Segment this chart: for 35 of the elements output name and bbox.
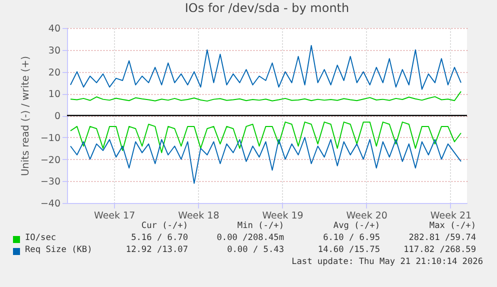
x-tick-label: Week 20 [346, 210, 388, 222]
text: Min (-/+) [237, 221, 284, 231]
line-series [70, 136, 462, 184]
y-tick-label: 10 [48, 89, 60, 100]
y-tick-label: 30 [48, 45, 60, 56]
legend-label: IO/sec [25, 233, 56, 243]
line-series [70, 45, 462, 90]
y-tick-label: −20 [40, 154, 60, 166]
x-tick-label: Week 21 [430, 210, 472, 222]
legend-label: Req Size (KB) [25, 245, 92, 255]
y-tick-label: 0 [54, 111, 60, 122]
text: 0.00 /208.45m [216, 233, 284, 243]
x-tick-label: Week 18 [178, 210, 220, 222]
x-tick-label: Week 19 [262, 210, 304, 222]
y-tick-label: −10 [40, 132, 60, 144]
text: 0.00 / 5.43 [227, 245, 284, 255]
text: 282.81 /59.74 [408, 233, 476, 243]
text: 14.60 /15.75 [318, 245, 380, 255]
text: Avg (-/+) [333, 221, 380, 231]
text: Max (-/+) [429, 221, 476, 231]
text: 5.16 / 6.70 [131, 233, 188, 243]
text: 117.82 /268.59 [404, 245, 476, 255]
y-tick-label: −40 [40, 198, 60, 210]
text: Last update: Thu May 21 21:10:14 2026 [292, 257, 483, 267]
text: Cur (-/+) [141, 221, 188, 231]
line-series [70, 90, 462, 102]
chart-title: IOs for /dev/sda - by month [184, 1, 350, 15]
y-tick-label: 20 [48, 67, 60, 78]
y-tick-label: −30 [40, 176, 60, 188]
text: 12.92 /13.07 [126, 245, 188, 255]
x-tick-label: Week 17 [94, 210, 136, 222]
line-series [70, 122, 462, 154]
y-tick-label: 40 [48, 24, 60, 34]
y-axis-title: Units read (-) / write (+) [20, 56, 32, 176]
text: 6.10 / 6.95 [323, 233, 380, 243]
